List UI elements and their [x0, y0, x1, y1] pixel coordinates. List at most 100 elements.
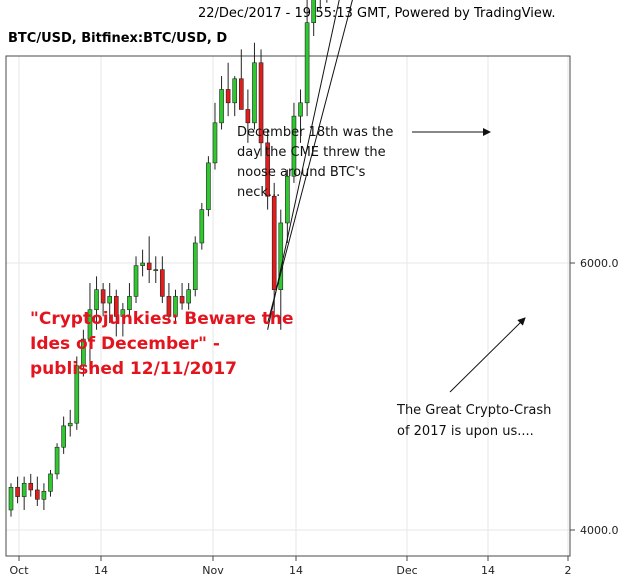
price-tick-label: 6000.0 — [580, 257, 619, 270]
trendline — [267, 0, 340, 330]
candle — [153, 256, 159, 284]
candle-body-up — [285, 175, 290, 224]
candle-body-up — [8, 486, 14, 511]
candle — [311, 0, 316, 37]
candle-body-down — [113, 296, 119, 317]
candle — [239, 49, 244, 110]
time-tick-label: 2 — [565, 564, 572, 577]
time-axis-labels: Oct 14 Nov 14 Dec 14 2 — [9, 556, 572, 577]
candle-body-up — [87, 309, 93, 340]
candle — [304, 0, 310, 117]
candle — [186, 283, 191, 310]
time-tick-label: Oct — [9, 564, 29, 577]
candle — [140, 249, 145, 277]
candle — [133, 256, 139, 304]
candle-body-up — [74, 365, 80, 424]
candle — [48, 469, 53, 497]
candle — [298, 89, 303, 143]
candle — [291, 102, 297, 183]
annotation-line: December 18th was the — [237, 125, 393, 140]
candle — [232, 76, 238, 117]
time-tick-label: 14 — [289, 564, 303, 577]
candle-body-up — [212, 122, 218, 164]
chart-symbol-title: BTC/USD, Bitfinex:BTC/USD, D — [8, 31, 228, 46]
candle-body-down — [160, 269, 165, 297]
candle-body-up — [21, 482, 27, 497]
price-axis-labels: 4000.06000.08000.010000.012000.014000.01… — [570, 0, 619, 537]
candle — [206, 156, 211, 217]
candle-body-up — [94, 289, 99, 311]
time-tick-label: 14 — [481, 564, 495, 577]
candle — [54, 443, 60, 480]
candle — [87, 283, 93, 370]
time-tick-label: Dec — [396, 564, 417, 577]
candle — [319, 0, 321, 10]
annotation-line: Ides of December" - — [30, 334, 220, 354]
price-tick-label: 4000.0 — [580, 524, 619, 537]
candle-body-down — [15, 486, 20, 497]
candle — [219, 76, 224, 130]
candle — [113, 289, 119, 337]
candle-body-up — [54, 446, 60, 475]
candle — [225, 62, 231, 117]
annotation-arrow — [449, 317, 526, 393]
price-tick-label: 8000.0 — [580, 0, 619, 3]
candle — [74, 356, 80, 430]
candle-body-down — [35, 489, 40, 500]
candle — [127, 283, 132, 317]
annotation-line: noose around BTC's — [237, 165, 366, 180]
candle — [258, 49, 264, 157]
annotation-line: "Cryptojunkies: Beware the — [30, 309, 294, 329]
candle — [107, 283, 112, 324]
annotation-text-2: The Great Crypto-Crash of 2017 is upon us… — [396, 403, 551, 439]
candle — [160, 256, 165, 304]
trendlines — [267, 0, 353, 330]
candle — [15, 476, 20, 504]
candle — [245, 89, 251, 143]
candle-body-down — [179, 296, 185, 304]
candle — [41, 483, 47, 510]
candle — [100, 283, 106, 317]
candle — [146, 236, 152, 284]
candle-body-up — [140, 262, 145, 266]
candle-body-up — [120, 309, 126, 317]
candle — [199, 202, 205, 250]
candle-body-up — [278, 222, 284, 290]
time-tick-label: 14 — [94, 564, 108, 577]
candle — [271, 182, 277, 317]
candle — [81, 329, 86, 377]
candle-body-up — [219, 89, 224, 124]
trendline — [267, 0, 353, 324]
candle-body-up — [173, 296, 178, 317]
annotation-line: neck... — [237, 185, 280, 200]
candle-body-up — [311, 0, 316, 23]
candle-body-down — [166, 296, 172, 317]
candle-body-up — [252, 62, 257, 124]
candle — [166, 283, 172, 324]
candle-body-down — [258, 62, 264, 144]
annotation-line: published 12/11/2017 — [30, 359, 237, 379]
candle-body-up — [199, 209, 205, 244]
candle-body-up — [61, 425, 66, 448]
candle — [28, 473, 34, 497]
chart-timestamp-header: 22/Dec/2017 - 19:55:13 GMT, Powered by T… — [198, 6, 556, 21]
candle — [265, 129, 270, 210]
candle-body-down — [28, 482, 34, 491]
candle — [61, 416, 66, 454]
candle-body-down — [225, 89, 231, 104]
candle — [179, 283, 185, 310]
candle — [173, 289, 178, 324]
candle-body-up — [107, 296, 112, 304]
candle-body-up — [67, 422, 73, 427]
candle-body-down — [239, 78, 244, 110]
annotation-text-3: "Cryptojunkies: Beware the Ides of Decemb… — [30, 309, 294, 379]
candle — [8, 483, 14, 517]
candle-body-down — [245, 109, 251, 124]
candle — [252, 42, 257, 130]
candle — [192, 236, 198, 297]
candle-body-down — [271, 195, 277, 290]
candle-body-down — [100, 289, 106, 304]
candle-body-up — [291, 115, 297, 177]
annotations: December 18th was the day the CME threw t… — [30, 125, 551, 439]
